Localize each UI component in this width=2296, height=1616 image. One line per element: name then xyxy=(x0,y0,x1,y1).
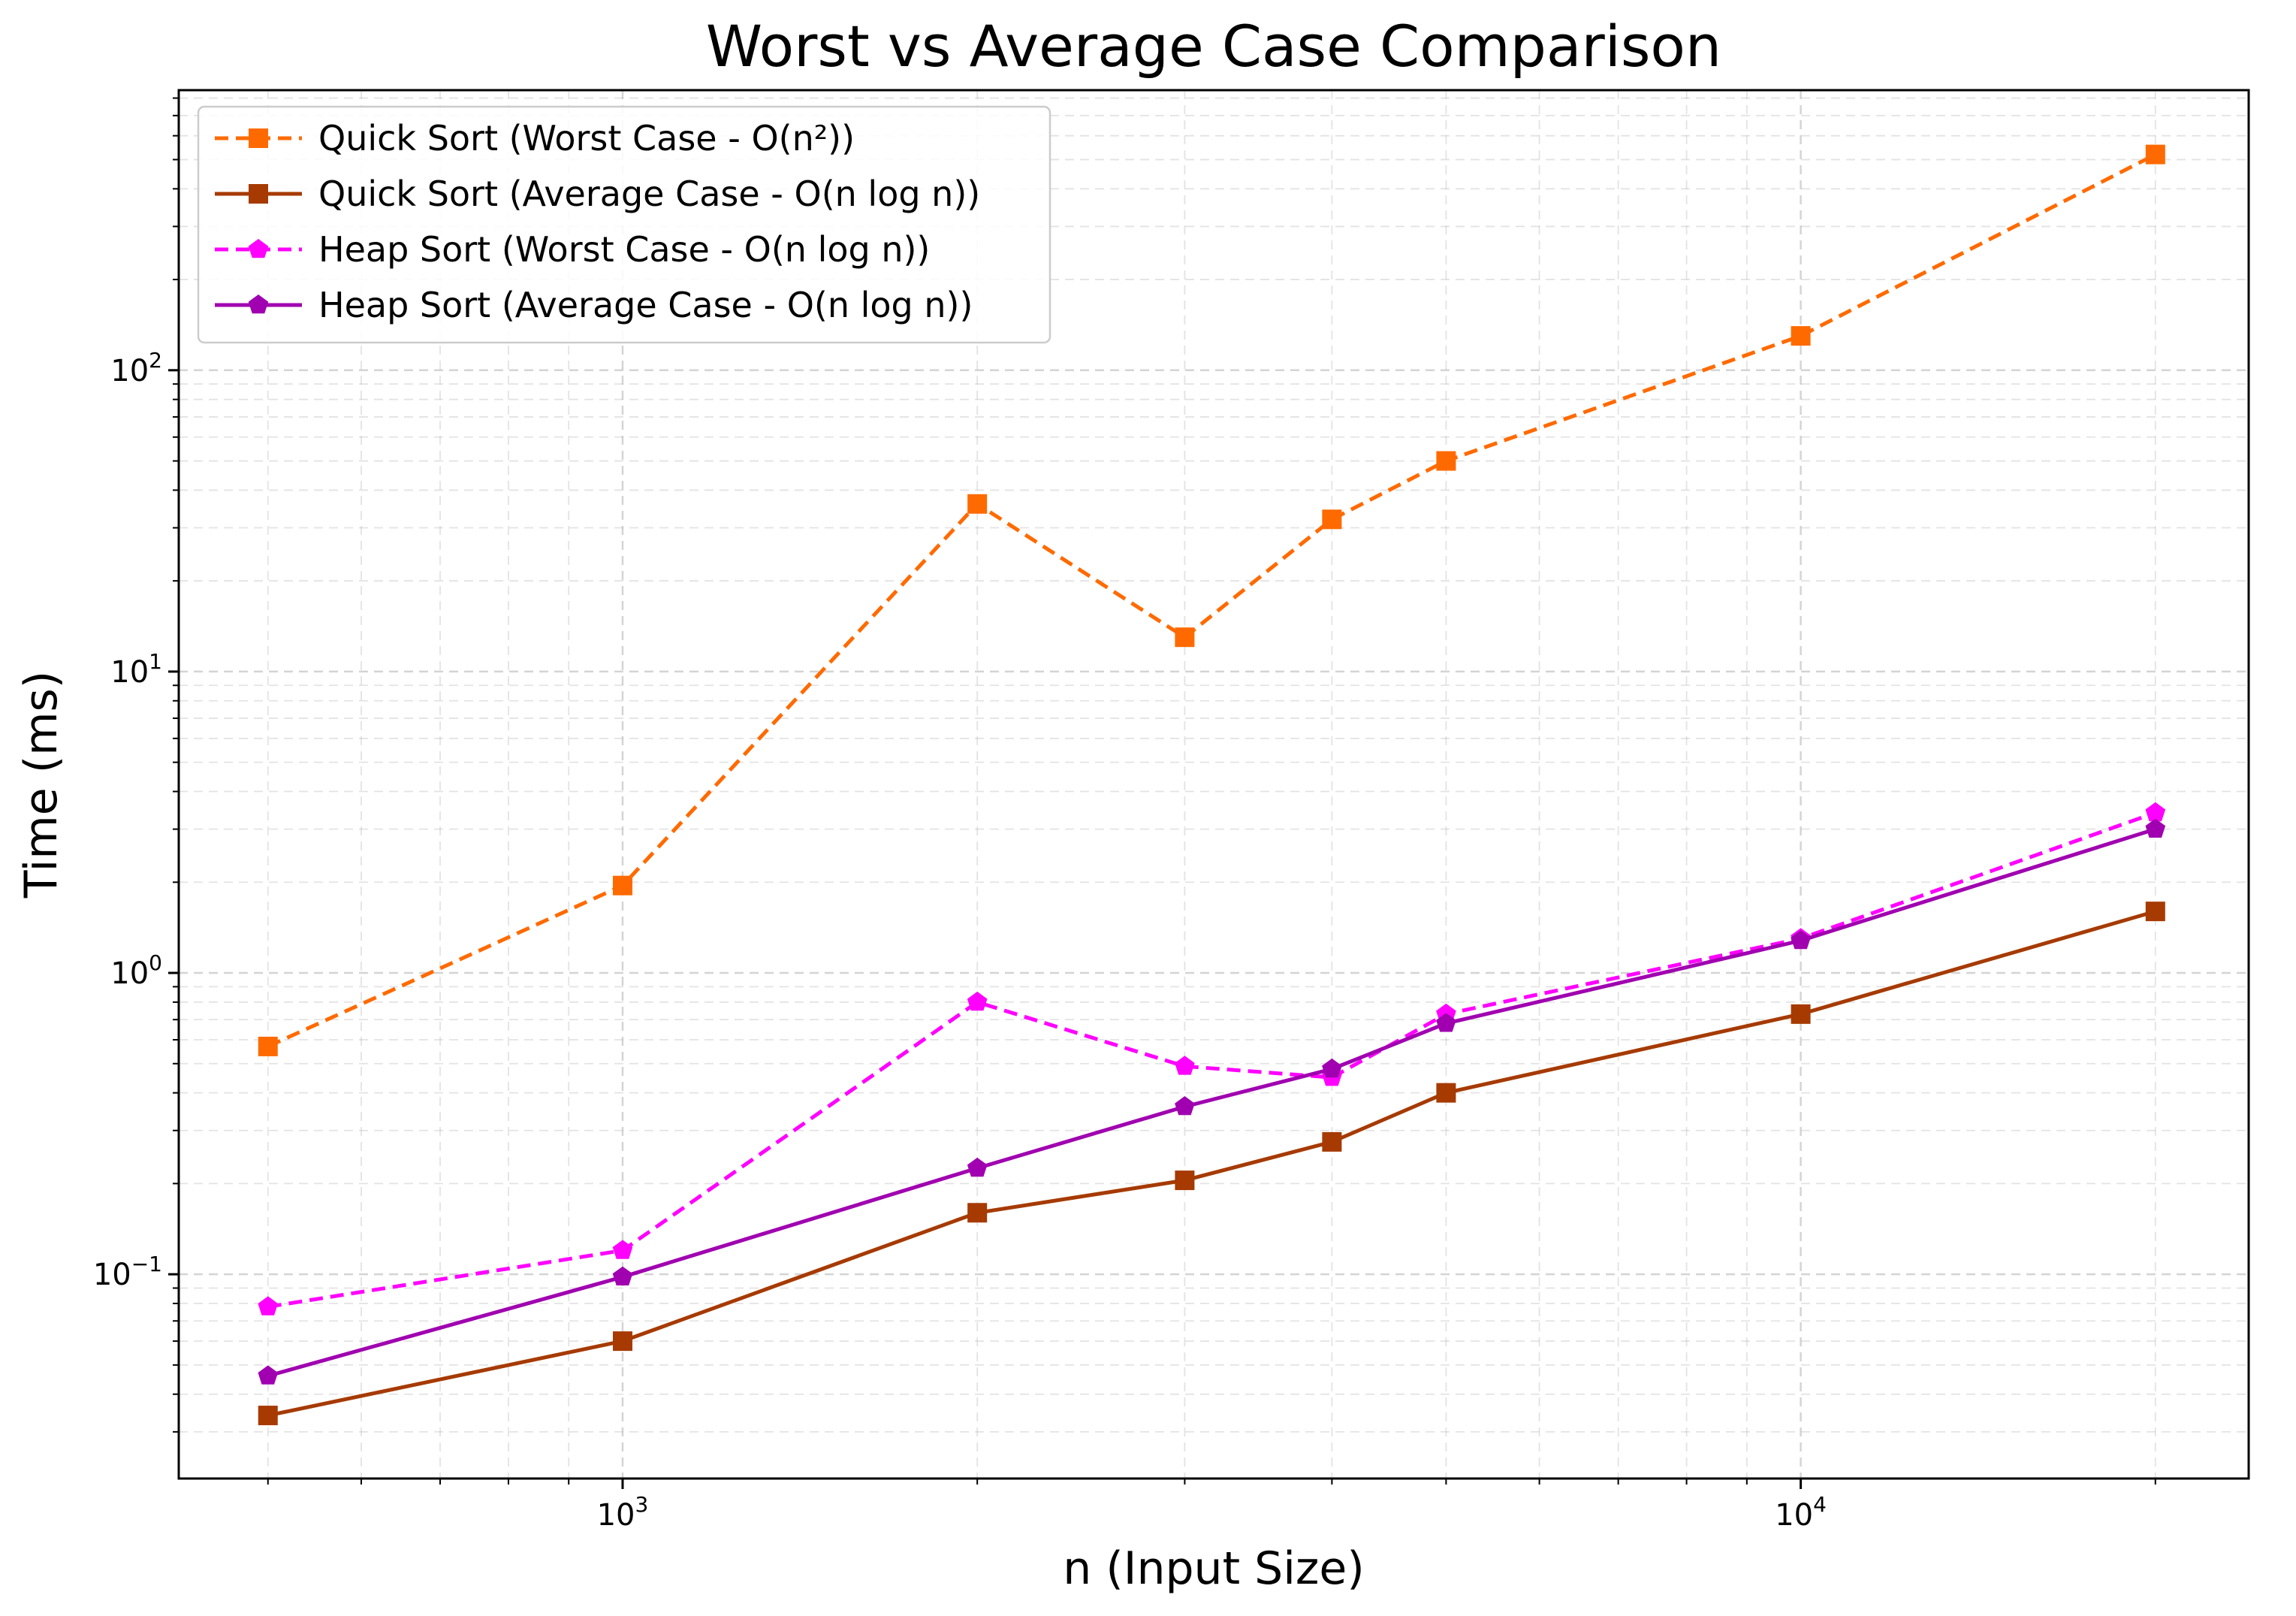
legend-label: Heap Sort (Worst Case - O(n log n)) xyxy=(318,229,930,270)
legend-marker xyxy=(248,239,269,258)
data-point xyxy=(1436,451,1456,471)
data-point xyxy=(1175,1096,1195,1116)
chart-title: Worst vs Average Case Comparison xyxy=(706,13,1721,80)
series-line xyxy=(267,909,2156,1418)
legend-box xyxy=(197,105,1051,344)
series-line xyxy=(267,811,2156,1309)
x-tick-label: 104 xyxy=(1775,1492,1827,1533)
data-point xyxy=(1175,1056,1195,1075)
data-point xyxy=(967,1203,988,1223)
data-point xyxy=(258,1036,278,1056)
data-point xyxy=(1322,509,1342,530)
legend-item: Quick Sort (Worst Case - O(n²)) xyxy=(215,118,855,159)
legend-item: Heap Sort (Worst Case - O(n log n)) xyxy=(215,229,930,270)
data-point xyxy=(612,1331,632,1352)
series-layer xyxy=(258,144,2166,1426)
data-point xyxy=(2145,902,2165,922)
data-point xyxy=(258,1365,279,1385)
x-axis-label: n (Input Size) xyxy=(1063,1542,1365,1595)
data-point xyxy=(967,1157,988,1177)
legend-marker xyxy=(249,128,268,148)
series-3 xyxy=(258,818,2166,1385)
series-line xyxy=(267,153,2156,1049)
series-line xyxy=(267,827,2156,1378)
y-tick-label: 10−1 xyxy=(93,1252,162,1292)
data-point xyxy=(258,1296,279,1315)
data-point xyxy=(1175,1170,1195,1191)
data-point xyxy=(967,991,988,1011)
data-point xyxy=(612,1266,633,1285)
data-point xyxy=(1791,326,1811,346)
data-point xyxy=(967,494,988,514)
data-point xyxy=(1436,1013,1456,1032)
data-point xyxy=(2145,144,2165,165)
data-point xyxy=(612,875,632,896)
legend-marker xyxy=(249,184,268,204)
legend-marker xyxy=(248,295,269,314)
tick-layer: 103 104 10−1 100 101 102 xyxy=(93,97,2156,1533)
legend-label: Quick Sort (Average Case - O(n log n)) xyxy=(318,174,980,214)
data-point xyxy=(258,1406,278,1426)
data-point xyxy=(1436,1083,1456,1103)
y-tick-label: 100 xyxy=(110,950,162,991)
data-point xyxy=(2145,818,2166,838)
data-point xyxy=(612,1240,633,1259)
legend-item: Heap Sort (Average Case - O(n log n)) xyxy=(215,285,973,325)
legend-label: Quick Sort (Worst Case - O(n²)) xyxy=(318,118,855,159)
y-tick-label: 102 xyxy=(110,348,162,388)
data-point xyxy=(2145,802,2166,822)
series-0 xyxy=(258,144,2165,1056)
legend: Quick Sort (Worst Case - O(n²)) Quick Sor… xyxy=(197,105,1051,344)
data-point xyxy=(1322,1131,1342,1152)
data-point xyxy=(1322,1058,1342,1078)
y-tick-label: 101 xyxy=(110,649,162,690)
legend-label: Heap Sort (Average Case - O(n log n)) xyxy=(318,285,973,325)
series-1 xyxy=(258,902,2165,1426)
data-point xyxy=(1175,627,1195,648)
data-point xyxy=(1791,930,1811,950)
data-point xyxy=(1791,1004,1811,1024)
y-axis-label: Time (ms) xyxy=(15,671,68,899)
x-tick-label: 103 xyxy=(597,1492,649,1533)
legend-item: Quick Sort (Average Case - O(n log n)) xyxy=(215,174,980,214)
plot-frame xyxy=(177,89,2250,1480)
